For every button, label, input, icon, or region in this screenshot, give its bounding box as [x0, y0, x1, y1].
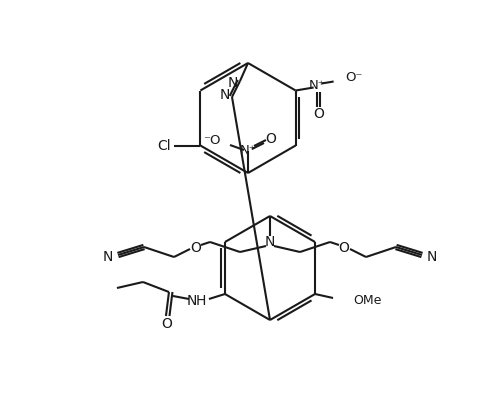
Text: ⁻O: ⁻O — [204, 135, 221, 148]
Text: N: N — [220, 88, 230, 102]
Text: N⁺: N⁺ — [308, 79, 325, 92]
Text: N: N — [103, 250, 113, 264]
Text: Cl: Cl — [158, 139, 171, 152]
Text: O: O — [338, 241, 349, 255]
Text: O: O — [162, 317, 172, 331]
Text: N: N — [187, 294, 197, 308]
Text: O: O — [190, 241, 202, 255]
Text: H: H — [196, 294, 206, 308]
Text: O: O — [266, 132, 276, 146]
Text: N: N — [228, 76, 238, 90]
Text: N⁺: N⁺ — [240, 144, 256, 158]
Text: OMe: OMe — [353, 295, 382, 308]
Text: N: N — [265, 235, 275, 249]
Text: O: O — [313, 107, 324, 121]
Text: O⁻: O⁻ — [346, 71, 363, 84]
Text: N: N — [427, 250, 437, 264]
